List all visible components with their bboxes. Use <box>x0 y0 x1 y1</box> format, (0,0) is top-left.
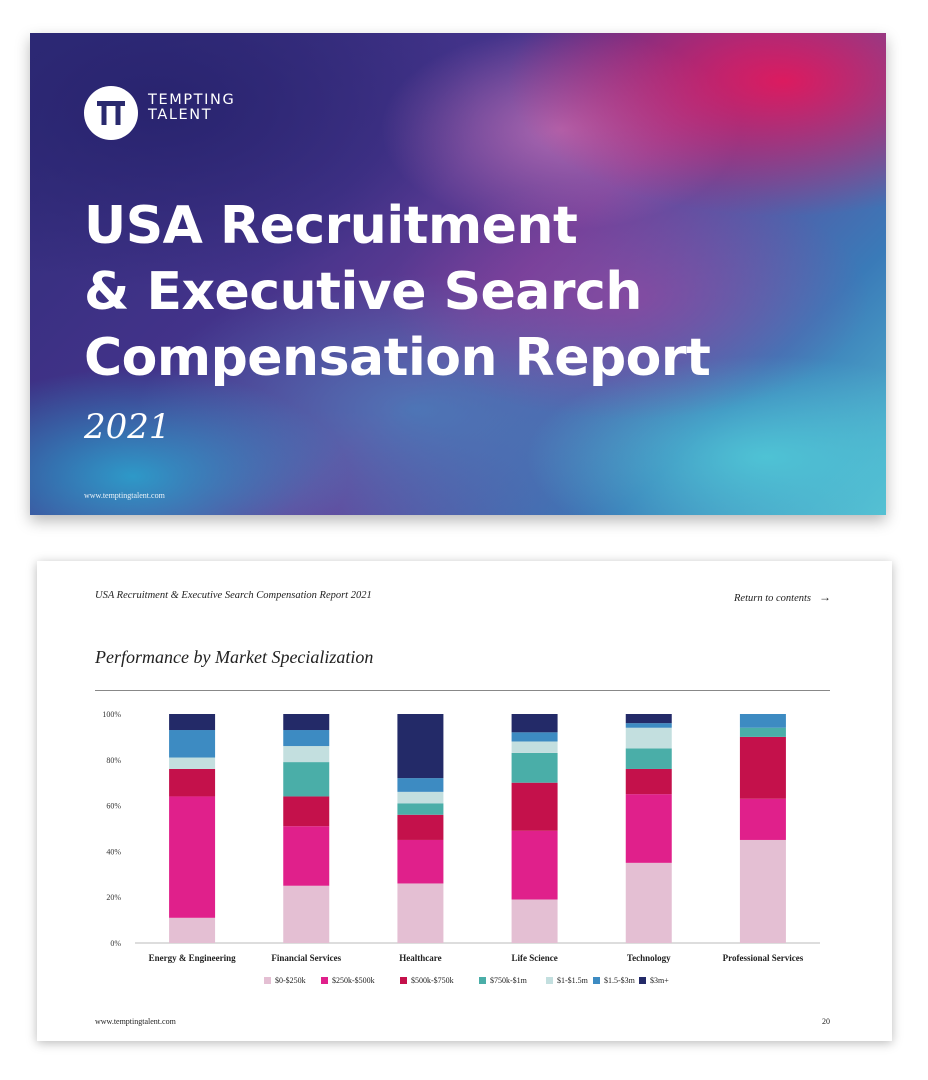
bar-segment <box>739 736 786 799</box>
bar-segment <box>169 768 216 797</box>
x-category-label: Technology <box>627 953 671 963</box>
section-title: Performance by Market Specialization <box>95 647 374 667</box>
title-divider <box>95 690 830 691</box>
cover-year: 2021 <box>84 407 171 447</box>
bar-segment <box>511 782 558 831</box>
legend-item: $500k-$750k <box>400 975 454 987</box>
bar-segment <box>511 899 558 943</box>
brand-name-line1: TEMPTING <box>148 92 236 108</box>
brand-name: TEMPTING TALENT <box>148 93 235 123</box>
y-tick-label: 100% <box>102 710 121 719</box>
legend-label: $3m+ <box>650 976 669 985</box>
bar-segment <box>397 814 444 840</box>
x-category-label: Professional Services <box>723 953 804 963</box>
legend-swatch <box>479 976 486 984</box>
return-to-contents-label: Return to contents <box>734 593 811 604</box>
cover-website-url: www.temptingtalent.com <box>84 491 165 500</box>
legend-swatch <box>400 976 407 984</box>
y-tick-label: 40% <box>106 847 121 856</box>
legend-swatch <box>593 976 600 984</box>
bar-segment <box>169 730 216 758</box>
bar-segment <box>283 796 330 827</box>
tempting-talent-logo-icon <box>84 86 138 140</box>
bar-segment <box>511 741 558 753</box>
return-to-contents-link[interactable]: Return to contents → <box>734 590 831 605</box>
legend-label: $750k-$1m <box>490 976 527 985</box>
legend-item: $3m+ <box>639 975 669 987</box>
bar-segment <box>625 748 672 769</box>
legend-item: $750k-$1m <box>479 975 527 987</box>
x-category-label: Financial Services <box>271 953 341 963</box>
bar-segment <box>739 727 786 737</box>
bar-segment <box>511 732 558 742</box>
bar-segment <box>511 752 558 783</box>
bar-segment <box>625 723 672 728</box>
legend-swatch <box>639 976 646 984</box>
page-number: 20 <box>822 1017 830 1026</box>
bar-segment <box>283 762 330 797</box>
bar-segment <box>625 862 672 943</box>
bar-segment <box>511 714 558 733</box>
bar-segment <box>397 778 444 792</box>
bar-segment <box>169 917 216 943</box>
stacked-bar-chart: 0% 20% 40% 60% 80% 100% Energy & Engineering Fi… <box>102 710 820 963</box>
bar-segment <box>397 839 444 884</box>
bar-segment <box>397 883 444 943</box>
chart-legend: $0-$250k $250k-$500k $500k-$750k $750k-$1m $… <box>37 975 892 989</box>
y-tick-label: 20% <box>106 893 121 902</box>
running-header-title: USA Recruitment & Executive Search Compe… <box>95 590 372 601</box>
bar-segment <box>397 714 444 779</box>
legend-item: $250k-$500k <box>321 975 375 987</box>
legend-item: $0-$250k <box>264 975 306 987</box>
legend-label: $1-$1.5m <box>557 976 588 985</box>
cover-title-line1: USA Recruitment <box>84 196 578 256</box>
bar-segment <box>283 714 330 731</box>
cover-title: USA Recruitment & Executive Search Compe… <box>84 193 864 391</box>
bar-segment <box>283 730 330 747</box>
x-category-label: Energy & Engineering <box>149 953 236 963</box>
bar-segment <box>625 714 672 724</box>
x-category-label: Healthcare <box>399 953 441 963</box>
y-tick-label: 0% <box>110 939 121 948</box>
cover-title-line3: Compensation Report <box>84 328 711 388</box>
legend-label: $500k-$750k <box>411 976 454 985</box>
bar-segment <box>397 791 444 804</box>
brand-name-line2: TALENT <box>148 107 213 123</box>
bar-segment <box>283 746 330 763</box>
bar-segment <box>739 714 786 728</box>
legend-label: $0-$250k <box>275 976 306 985</box>
arrow-right-icon: → <box>819 590 831 604</box>
bar-segment <box>511 830 558 900</box>
bar-segment <box>169 714 216 731</box>
bar-segment <box>625 794 672 863</box>
legend-swatch <box>321 976 328 984</box>
footer-website-url: www.temptingtalent.com <box>95 1017 176 1026</box>
y-tick-label: 80% <box>106 756 121 765</box>
y-tick-label: 60% <box>106 802 121 811</box>
legend-item: $1-$1.5m <box>546 975 588 987</box>
legend-item: $1.5-$3m <box>593 975 635 987</box>
legend-swatch <box>546 976 553 984</box>
x-category-label: Life Science <box>511 953 557 963</box>
report-page: USA Recruitment & Executive Search Compe… <box>37 561 892 1041</box>
bar-segment <box>169 757 216 769</box>
bar-segment <box>625 768 672 795</box>
bar-segment <box>739 798 786 840</box>
legend-label: $1.5-$3m <box>604 976 635 985</box>
bar-segment <box>283 826 330 886</box>
legend-swatch <box>264 976 271 984</box>
bar-segment <box>739 839 786 943</box>
report-cover: TEMPTING TALENT USA Recruitment & Execut… <box>30 33 886 515</box>
bar-segment <box>283 885 330 943</box>
legend-label: $250k-$500k <box>332 976 375 985</box>
bar-segment <box>397 803 444 815</box>
bar-segment <box>625 727 672 749</box>
bar-segment <box>169 796 216 918</box>
cover-title-line2: & Executive Search <box>84 262 642 322</box>
